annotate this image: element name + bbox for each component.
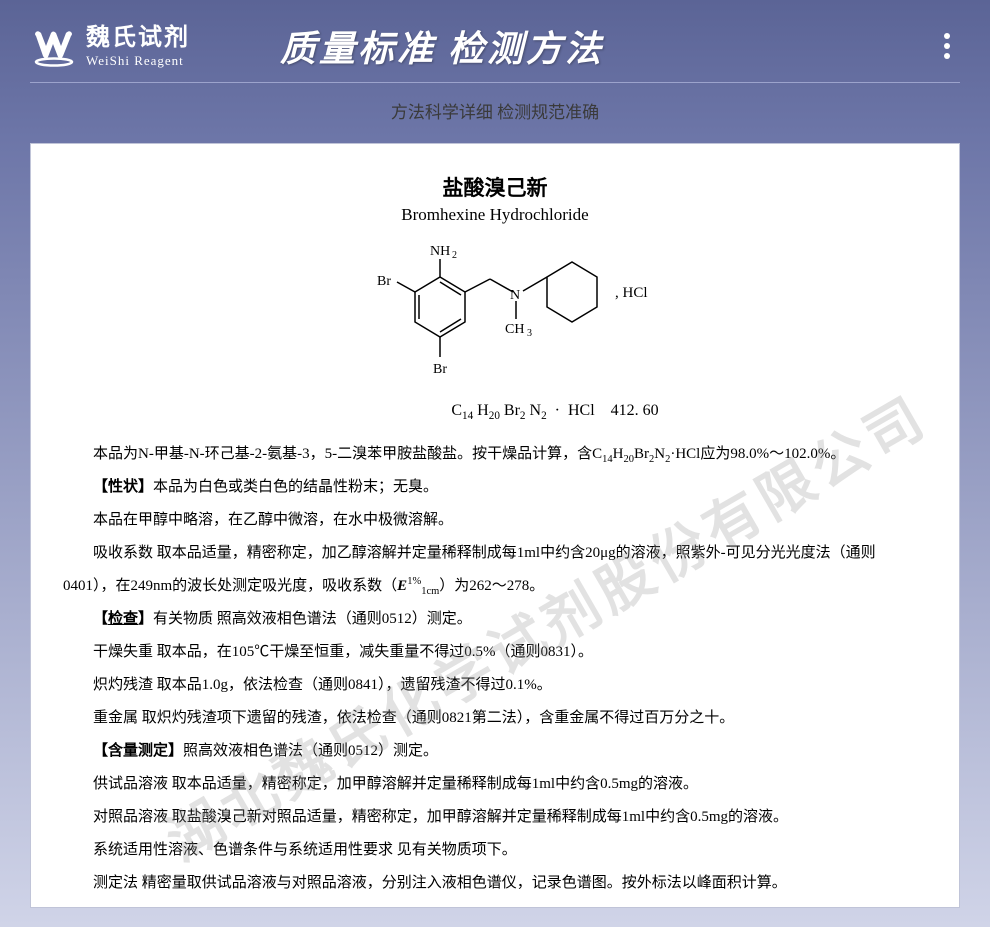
header-divider [30,82,960,83]
document-body: 本品为N-甲基-N-环己基-2-氨基-3，5-二溴苯甲胺盐酸盐。按干燥品计算，含… [63,438,927,900]
svg-text:Br: Br [377,274,391,289]
paragraph-drying: 干燥失重 取本品，在105℃干燥至恒重，减失重量不得过0.5%（通则0831）。 [63,636,927,669]
svg-text:Br: Br [433,362,447,377]
paragraph-heavy-metal: 重金属 取炽灼残渣项下遗留的残渣，依法检查（通则0821第二法），含重金属不得过… [63,702,927,735]
paragraph-intro: 本品为N-甲基-N-环己基-2-氨基-3，5-二溴苯甲胺盐酸盐。按干燥品计算，含… [63,438,927,471]
paragraph-reference-solution: 对照品溶液 取盐酸溴己新对照品适量，精密称定，加甲醇溶解并定量稀释制成每1ml中… [63,801,927,834]
logo-section: 魏氏试剂 WeiShi Reagent [30,22,190,70]
doc-title-cn: 盐酸溴己新 [63,172,927,202]
logo-icon [30,22,78,70]
svg-text:, HCl: , HCl [615,285,648,301]
paragraph-solubility: 本品在甲醇中略溶，在乙醇中微溶，在水中极微溶解。 [63,504,927,537]
header-title: 质量标准 检测方法 [280,20,604,72]
header-subtitle: 方法科学详细 检测规范准确 [0,98,990,123]
doc-title-en: Bromhexine Hydrochloride [63,205,927,225]
paragraph-residue: 炽灼残渣 取本品1.0g，依法检查（通则0841），遗留残渣不得过0.1%。 [63,669,927,702]
paragraph-absorption: 吸收系数 取本品适量，精密称定，加乙醇溶解并定量稀释制成每1ml中约含20μg的… [63,537,927,603]
paragraph-system: 系统适用性溶液、色谱条件与系统适用性要求 见有关物质项下。 [63,834,927,867]
paragraph-properties: 【性状】本品为白色或类白色的结晶性粉末；无臭。 [63,471,927,504]
chemical-structure: NH 2 Br Br N CH 3 , HCl [63,237,927,392]
paragraph-method: 测定法 精密量取供试品溶液与对照品溶液，分别注入液相色谱仪，记录色谱图。按外标法… [63,867,927,900]
molecular-formula: C14 H20 Br2 N2 · HCl 412. 60 [183,402,927,422]
svg-text:3: 3 [527,328,532,339]
svg-text:NH: NH [430,244,450,259]
paragraph-check: 【检查】有关物质 照高效液相色谱法（通则0512）测定。 [63,603,927,636]
document-panel: 盐酸溴己新 Bromhexine Hydrochloride NH 2 Br B… [30,143,960,908]
svg-text:CH: CH [505,322,524,337]
menu-dots-icon[interactable] [944,33,950,59]
paragraph-test-solution: 供试品溶液 取本品适量，精密称定，加甲醇溶解并定量稀释制成每1ml中约含0.5m… [63,768,927,801]
logo-cn-text: 魏氏试剂 [86,24,190,53]
svg-text:2: 2 [452,250,457,261]
svg-text:N: N [510,288,520,303]
paragraph-assay: 【含量测定】照高效液相色谱法（通则0512）测定。 [63,735,927,768]
logo-text: 魏氏试剂 WeiShi Reagent [86,24,190,68]
logo-en-text: WeiShi Reagent [86,53,190,69]
header-bar: 魏氏试剂 WeiShi Reagent 质量标准 检测方法 [0,0,990,82]
